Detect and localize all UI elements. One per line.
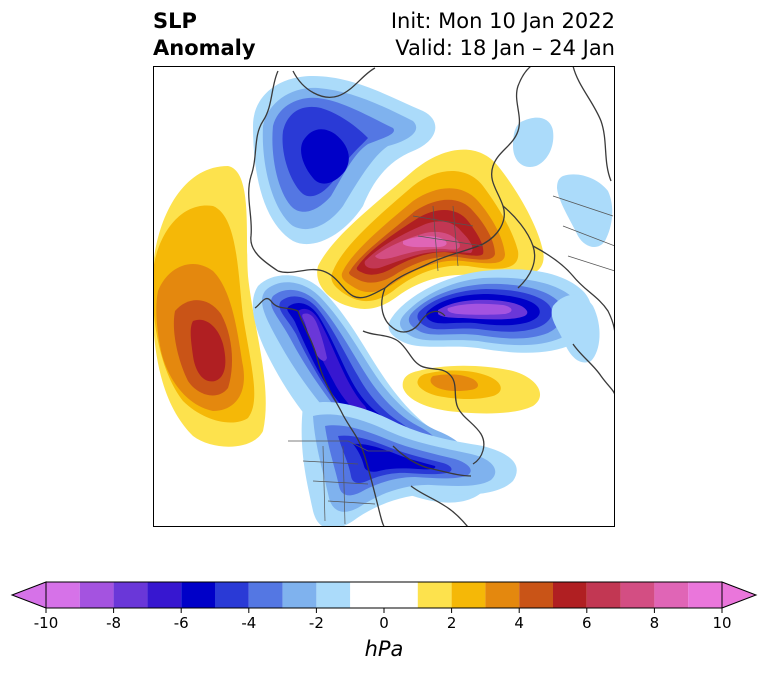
colorbar-tick-label: -10 <box>34 614 59 632</box>
colorbar-tick-label: 2 <box>447 614 457 632</box>
colorbar-bin <box>113 582 148 608</box>
colorbar-bin <box>215 582 249 608</box>
colorbar-bin <box>451 582 486 608</box>
colorbar-under-arrow <box>10 581 47 609</box>
siberia-minor-low-anomaly <box>513 117 613 363</box>
colorbar-tick-label: 6 <box>582 614 592 632</box>
colorbar-bin <box>417 582 452 608</box>
colorbar-tick-label: -2 <box>309 614 324 632</box>
colorbar-bin <box>654 582 689 608</box>
colorbar-bin <box>553 582 587 608</box>
siberia-low-anomaly <box>253 76 436 245</box>
colorbar-ticks: -10 -8 -6 -4 -2 0 2 4 6 8 10 <box>34 608 732 632</box>
colorbar-bin <box>586 582 621 608</box>
colorbar-tick-label: 4 <box>514 614 524 632</box>
colorbar-bin <box>248 582 283 608</box>
map-title: SLP Anomaly <box>153 8 256 62</box>
colorbar-bin <box>316 582 351 608</box>
title-field: Anomaly <box>153 36 256 60</box>
valid-range: Valid: 18 Jan – 24 Jan <box>395 36 615 60</box>
pacific-high-anomaly <box>153 166 266 447</box>
colorbar-bin <box>181 582 215 608</box>
title-variable: SLP <box>153 9 197 33</box>
country-borders <box>288 195 615 525</box>
colorbar-bin <box>282 582 317 608</box>
colorbar-tick-label: -8 <box>106 614 121 632</box>
atlantic-high-anomaly <box>402 365 541 414</box>
arctic-high-anomaly <box>317 149 544 309</box>
colorbar-bin <box>79 582 114 608</box>
colorbar-bin <box>620 582 655 608</box>
map-dates: Init: Mon 10 Jan 2022 Valid: 18 Jan – 24… <box>391 8 615 62</box>
colorbar-bins <box>10 581 758 609</box>
east-siberia-low-anomaly <box>388 269 592 353</box>
colorbar-bin <box>46 582 80 608</box>
colorbar: -10 -8 -6 -4 -2 0 2 4 6 8 10 hPa <box>10 581 758 661</box>
colorbar-unit-label: hPa <box>365 637 404 661</box>
colorbar-tick-label: -6 <box>174 614 189 632</box>
eastern-na-trough-anomaly <box>301 401 517 527</box>
colorbar-bin <box>350 582 418 608</box>
colorbar-tick-label: 10 <box>712 614 731 632</box>
colorbar-tick-label: -4 <box>241 614 256 632</box>
colorbar-bin <box>519 582 553 608</box>
anomaly-map <box>153 66 615 527</box>
colorbar-bin <box>688 582 722 608</box>
colorbar-bin <box>147 582 182 608</box>
colorbar-over-arrow <box>721 581 758 609</box>
init-date: Init: Mon 10 Jan 2022 <box>390 9 615 33</box>
coastlines <box>248 66 615 527</box>
colorbar-bin <box>485 582 520 608</box>
colorbar-tick-label: 8 <box>650 614 660 632</box>
colorbar-tick-label: 0 <box>379 614 389 632</box>
